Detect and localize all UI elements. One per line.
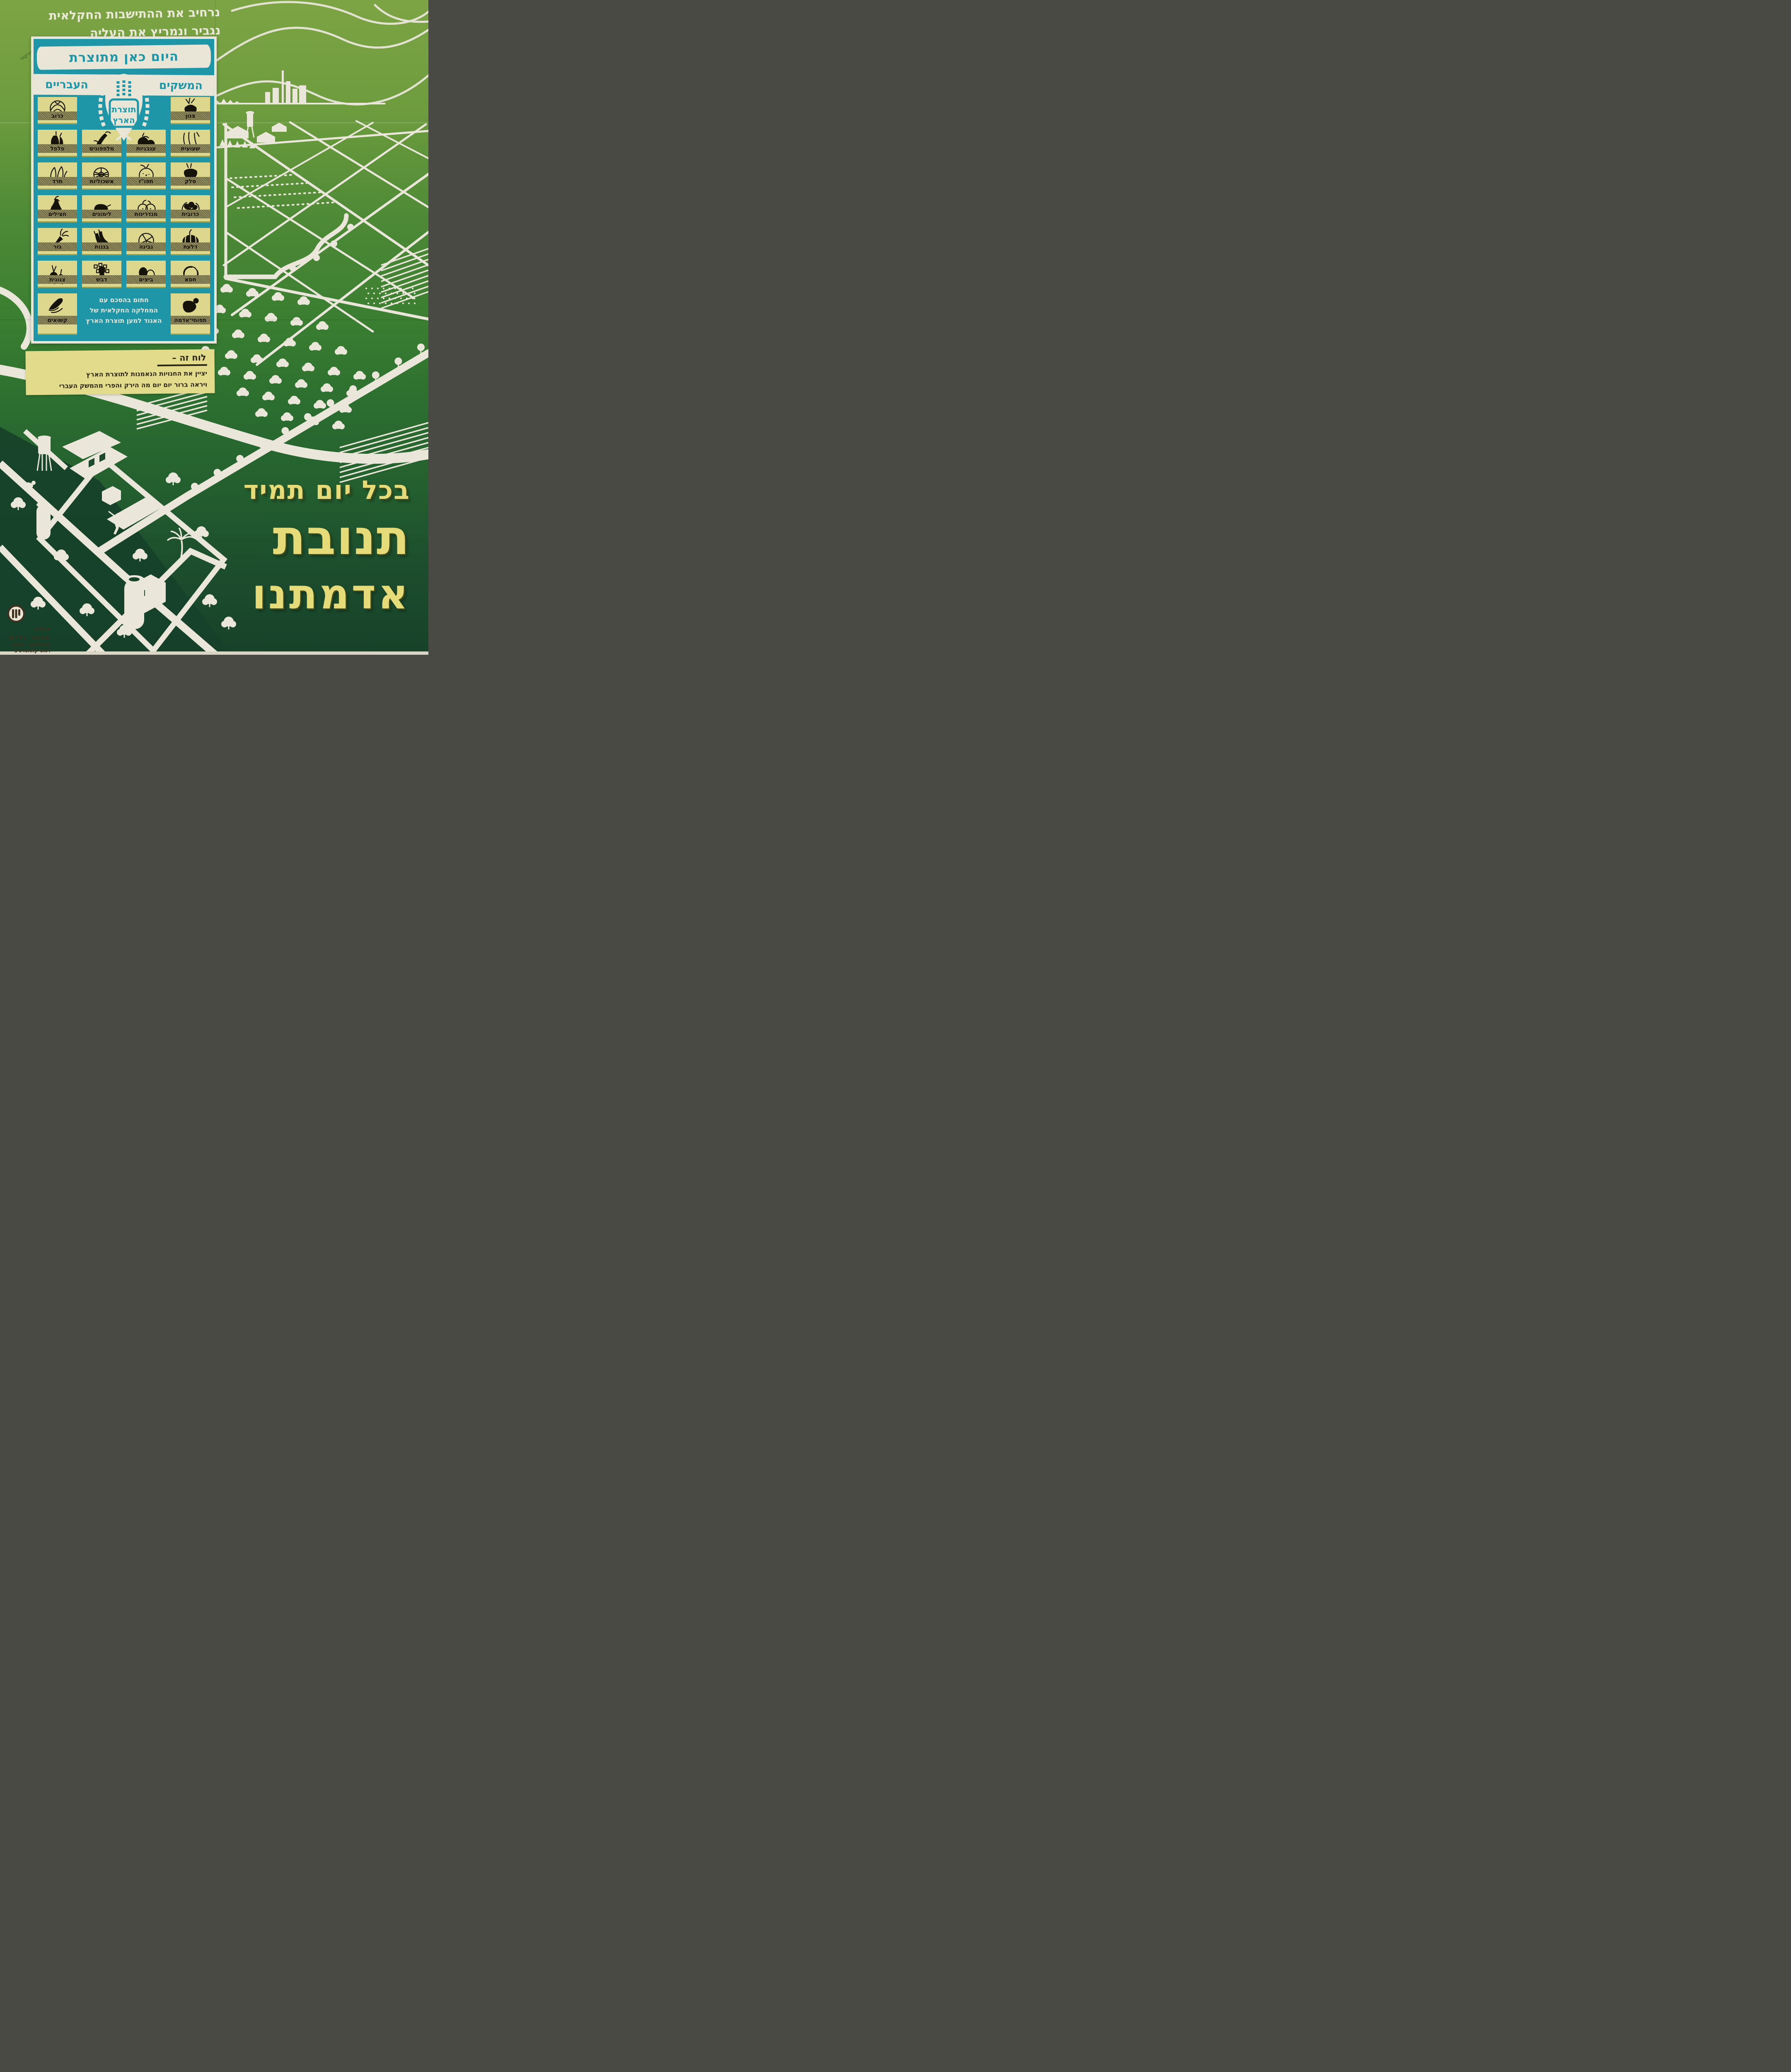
produce-cell: לימונים [82,195,121,223]
hills-contours [198,1,428,106]
printer-imprint: אמליה מכנר׳וליש לינוליאום - גלבוע דפוס קואו… [6,604,51,655]
squash-icon [38,293,77,334]
produce-cell: שעועית [171,130,210,157]
produce-cell: עגבניות [126,130,166,157]
produce-chart-panel: היום כאן מתוצרת המשקים העבריים צנון כרוב ש… [31,36,217,344]
produce-label: חצילים [38,210,77,219]
produce-cell: כרובית [171,195,210,223]
produce-cell: אשכוליות [82,162,121,190]
produce-cell: תרד [38,162,77,190]
produce-label: תרד [38,177,77,186]
panel-header-right-text: המשקים [159,79,203,92]
agreement-text: חתום בהסכם עם המחלקה החקלאית של האגוד למען… [82,293,166,335]
produce-cell: גזר [38,228,77,255]
produce-cell: גבינה [126,228,166,255]
village-illustration [220,111,287,148]
produce-label: תפוחי־אדמה [171,316,210,325]
produce-label: סלק [171,177,210,186]
beans-icon [171,130,210,156]
emblem-spacer [82,97,166,124]
imprint-line: דפוס קואופרטיבי [13,648,51,654]
produce-cell: מנדרינות [126,195,166,223]
tree-lined-road [191,224,425,494]
panel-header-primary-text: היום כאן מתוצרת [69,49,179,65]
produce-label: פלפל [38,144,77,153]
settlement-illustration [0,429,236,655]
slogan-line2: תנובת [273,510,410,566]
panel-inner: היום כאן מתוצרת המשקים העבריים צנון כרוב ש… [34,39,214,341]
produce-label: שעועית [171,144,210,153]
produce-label: גזר [38,242,77,252]
imprint-line: ״הפועל הצעיר״ [6,654,51,655]
produce-label: בננות [82,242,121,252]
produce-label: דלעת [171,242,210,252]
notice-box: לוח זה – יציין את החנויות הנאמנות לתוצרת… [25,349,215,395]
produce-label: מנדרינות [126,210,166,219]
produce-label: אשכוליות [82,177,121,186]
produce-cell: תפו"ז [126,162,166,190]
panel-header-secondary: המשקים העבריים [34,74,214,96]
agreement-line: האגוד למען תוצרת הארץ [86,317,162,324]
produce-label: עגבניות [126,144,166,153]
produce-cell: דלעת [171,228,210,255]
produce-cell: צנונית [38,261,77,288]
cow-icon [22,481,36,489]
produce-label: גבינה [126,242,166,252]
produce-cell: כרוב [38,97,77,124]
produce-label: תפו"ז [126,177,166,186]
slogan-line1: בכל יום תמיד [243,475,410,505]
produce-cell: פלפל [38,130,77,157]
agreement-line: חתום בהסכם עם [99,296,149,304]
produce-label: חסא [171,275,210,284]
palm-tree-icon [167,527,196,561]
produce-cell: סלק [171,162,210,190]
paper-edge [0,651,428,655]
produce-label: צנון [171,111,210,121]
produce-label: דבש [82,275,121,284]
produce-label: לימונים [82,210,121,219]
panel-header-primary: היום כאן מתוצרת [36,44,211,70]
panel-header-left-text: העבריים [45,78,89,91]
produce-cell: ביצים [126,261,166,288]
produce-label: כרוב [38,111,77,121]
produce-label: צנונית [38,275,77,284]
plowed-field-stripes [136,248,428,483]
produce-label: כרובית [171,210,210,219]
imprint-line: לינוליאום - גלבוע [12,641,51,647]
farmer-figure [108,511,122,535]
produce-cell: דבש [82,261,121,288]
potatoes-icon [171,293,210,334]
produce-cell: צנון [171,97,210,124]
imprint-line: מכנר׳וליש [10,633,51,641]
produce-cell: קשואים [38,293,77,335]
notice-title: לוח זה – [157,352,207,367]
agreement-line: המחלקה החקלאית של [89,306,158,314]
notice-line1: יציין את החנויות הנאמנות לתוצרת הארץ [86,369,208,378]
imprint-line: אמליה [34,626,51,632]
city-skyline [195,70,385,104]
produce-cell: מלפפונים [82,130,121,157]
produce-cell: תפוחי־אדמה [171,293,210,335]
produce-label: ביצים [126,275,166,284]
produce-cell: בננות [82,228,121,255]
notice-line2: ויראה ברור יום יום מה הירק והפרי מהמשק ה… [59,380,208,390]
produce-cell: חצילים [38,195,77,223]
printer-logo-icon [7,605,25,622]
slogan-line3: אדמתנו [252,570,410,618]
seeded-field-dots [365,288,416,304]
imprint-lines: אמליה מכנר׳וליש לינוליאום - גלבוע דפוס קואו… [6,626,51,655]
produce-cell: חסא [171,261,210,288]
produce-label: מלפפונים [82,144,121,153]
produce-grid: צנון כרוב שעועית עגבניות מלפפונים פלפל סלק תפו"… [38,97,210,335]
agriculture-poster: נרחיב את ההתישבות החקלאית נגביר ונמריץ א… [0,0,428,655]
produce-label: קשואים [38,316,77,325]
